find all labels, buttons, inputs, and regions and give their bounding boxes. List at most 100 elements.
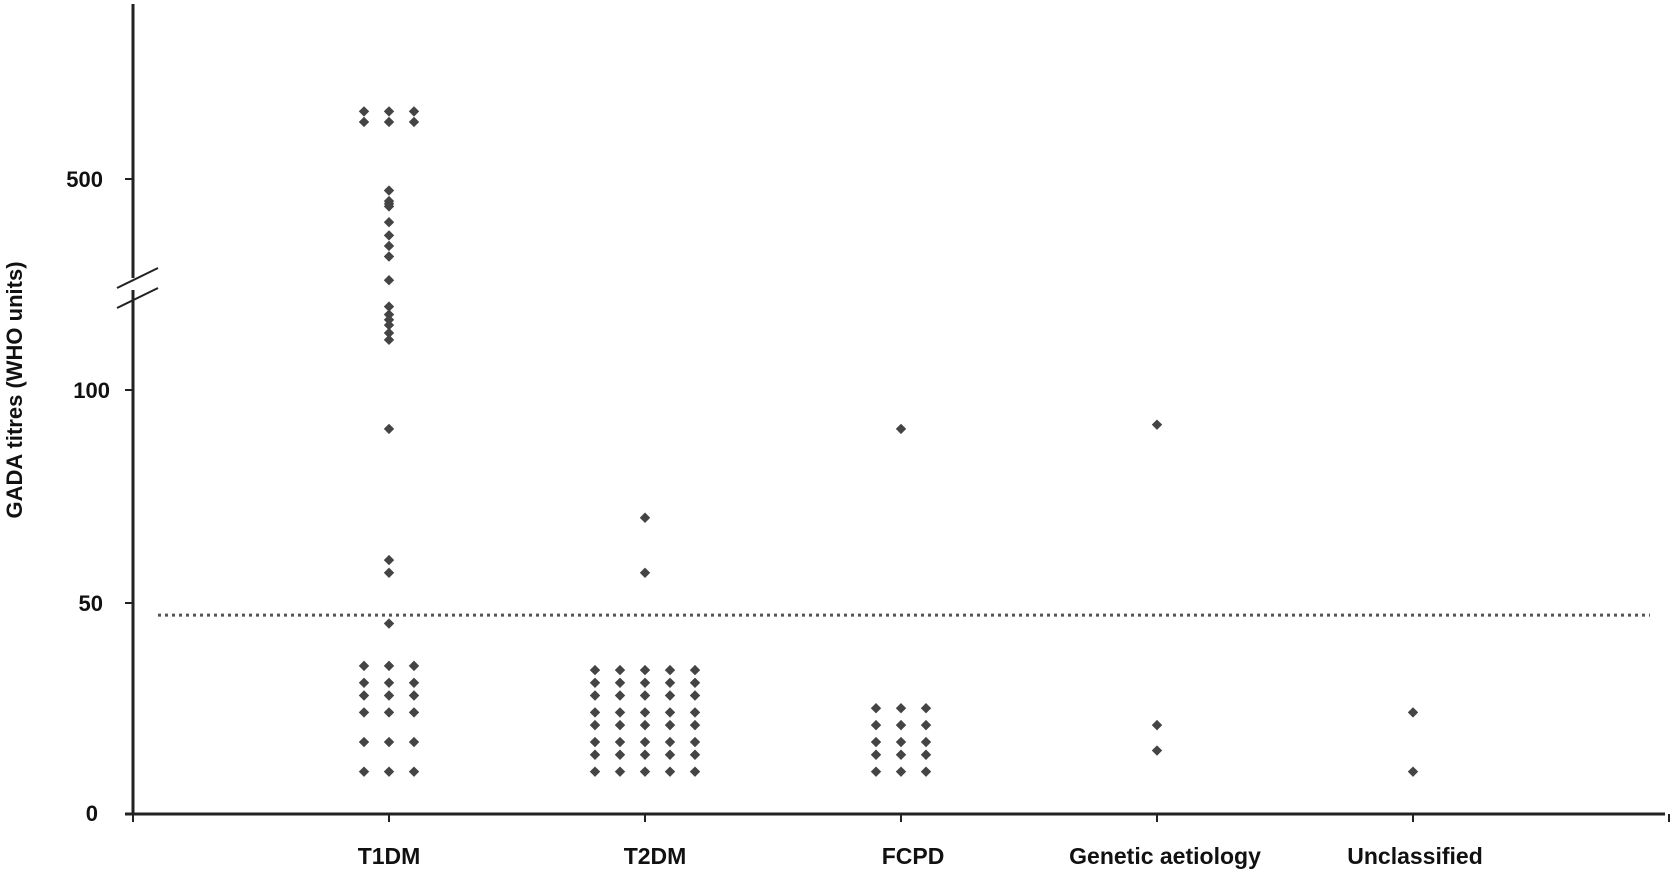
data-point-unclassified (1407, 766, 1419, 777)
data-point-t2dm (664, 766, 676, 777)
data-point-unclassified (1407, 707, 1419, 718)
data-point-t1dm (358, 766, 370, 777)
data-point-t2dm (639, 766, 651, 777)
data-point-t1dm (358, 677, 370, 689)
data-point-t2dm (689, 690, 701, 701)
data-point-t2dm (664, 664, 676, 676)
data-point-fcpd (895, 423, 907, 435)
data-point-fcpd (920, 766, 932, 777)
data-point-t1dm (383, 116, 395, 128)
data-point-t2dm (589, 664, 601, 676)
y-tick-label-100: 100 (73, 378, 110, 403)
category-label-fcpd: FCPD (882, 843, 945, 869)
y-tick-labels: 0 50 100 500 (66, 167, 110, 826)
data-point-t2dm (664, 749, 676, 760)
y-tick-label-500: 500 (66, 167, 103, 192)
data-point-t2dm (639, 719, 651, 731)
data-point-t2dm (664, 677, 676, 689)
y-tick-label-50: 50 (79, 591, 103, 616)
data-point-t1dm (383, 766, 395, 777)
data-point-t1dm (358, 106, 370, 117)
data-point-t2dm (664, 690, 676, 701)
data-point-fcpd (870, 736, 882, 748)
y-ticks (125, 178, 133, 815)
data-point-t2dm (689, 677, 701, 689)
data-point-t1dm (408, 707, 420, 718)
data-point-fcpd (895, 736, 907, 748)
data-point-t2dm (614, 690, 626, 701)
data-point-t1dm (383, 707, 395, 718)
data-point-t1dm (358, 116, 370, 128)
data-point-t1dm (383, 240, 395, 252)
data-points (358, 106, 1419, 777)
data-point-fcpd (920, 719, 932, 731)
data-point-t1dm (383, 251, 395, 262)
data-point-t2dm (639, 749, 651, 760)
data-point-fcpd (895, 719, 907, 731)
data-point-t1dm (383, 423, 395, 435)
data-point-t1dm (358, 660, 370, 672)
data-point-genetic-aetiology (1151, 419, 1163, 430)
data-point-genetic-aetiology (1151, 745, 1163, 756)
data-point-t1dm (383, 334, 395, 346)
data-point-fcpd (895, 749, 907, 760)
data-point-t1dm (358, 736, 370, 748)
data-point-fcpd (920, 703, 932, 714)
category-label-t2dm: T2DM (624, 843, 687, 869)
data-point-t1dm (408, 106, 420, 117)
data-point-t2dm (689, 707, 701, 718)
data-point-t1dm (383, 690, 395, 701)
data-point-t1dm (383, 185, 395, 196)
data-point-t2dm (639, 736, 651, 748)
data-point-t2dm (689, 664, 701, 676)
axis-break-mark-1 (116, 267, 159, 289)
data-point-t2dm (589, 707, 601, 718)
data-point-t1dm (408, 116, 420, 128)
data-point-t2dm (689, 719, 701, 731)
data-point-fcpd (895, 766, 907, 777)
data-point-t1dm (383, 106, 395, 117)
data-point-t2dm (589, 749, 601, 760)
data-point-t2dm (689, 766, 701, 777)
y-tick-label-0: 0 (86, 801, 98, 826)
x-category-labels: T1DM T2DM FCPD Genetic aetiology Unclass… (358, 843, 1483, 869)
data-point-fcpd (870, 749, 882, 760)
y-axis-title: GADA titres (WHO units) (2, 261, 27, 518)
data-point-t1dm (383, 309, 395, 320)
x-ticks (132, 814, 1670, 822)
data-point-t1dm (383, 660, 395, 672)
category-label-t1dm: T1DM (358, 843, 421, 869)
data-point-t2dm (639, 567, 651, 578)
data-point-t1dm (383, 275, 395, 286)
data-point-t2dm (639, 664, 651, 676)
data-point-t1dm (408, 690, 420, 701)
data-point-t1dm (408, 736, 420, 748)
data-point-t2dm (614, 736, 626, 748)
data-point-t1dm (358, 707, 370, 718)
data-point-t2dm (689, 749, 701, 760)
data-point-t2dm (589, 766, 601, 777)
data-point-t2dm (614, 766, 626, 777)
data-point-t1dm (408, 677, 420, 689)
data-point-fcpd (920, 749, 932, 760)
data-point-genetic-aetiology (1151, 719, 1163, 731)
data-point-t2dm (664, 719, 676, 731)
data-point-t1dm (383, 319, 395, 331)
axis-break-mark-2 (116, 287, 159, 309)
category-label-genetic: Genetic aetiology (1069, 843, 1261, 869)
data-point-t1dm (383, 677, 395, 689)
data-point-t2dm (589, 677, 601, 689)
data-point-t2dm (614, 719, 626, 731)
data-point-fcpd (895, 703, 907, 714)
data-point-t2dm (614, 749, 626, 760)
data-point-t1dm (383, 554, 395, 566)
category-label-unclassified: Unclassified (1347, 843, 1483, 869)
data-point-t2dm (589, 690, 601, 701)
data-point-t1dm (408, 766, 420, 777)
data-point-t2dm (614, 707, 626, 718)
data-point-fcpd (920, 736, 932, 748)
data-point-t1dm (383, 201, 395, 212)
data-point-t2dm (639, 677, 651, 689)
data-point-t2dm (689, 736, 701, 748)
data-point-t1dm (358, 690, 370, 701)
